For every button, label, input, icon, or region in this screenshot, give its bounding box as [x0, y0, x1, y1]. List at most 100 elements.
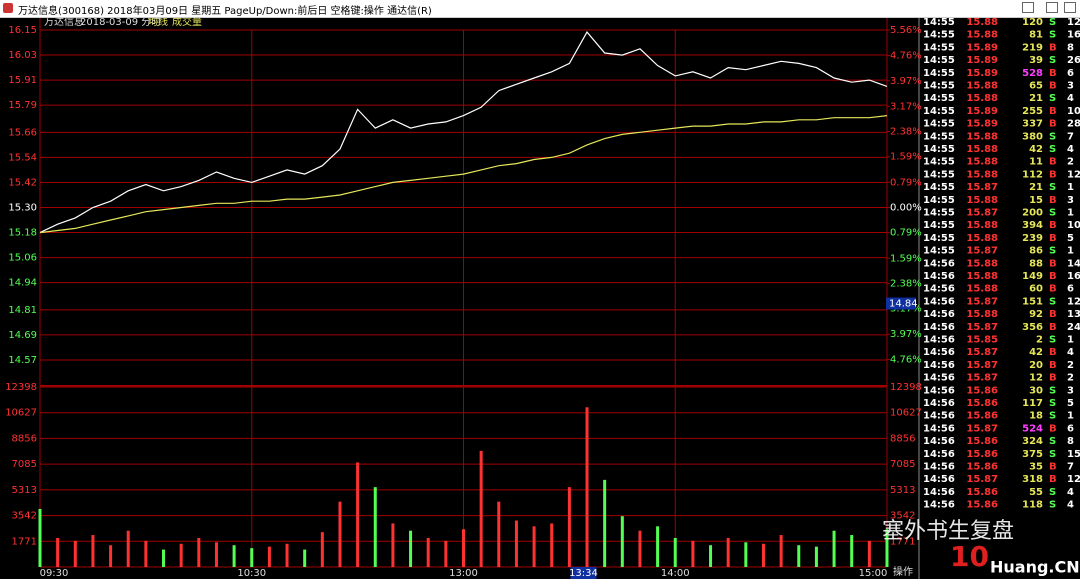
volume-tick-label: 1771 [890, 536, 915, 547]
trade-price: 15.88 [966, 271, 998, 282]
trade-count: 6 [1067, 423, 1074, 434]
trade-count: 15 [1067, 449, 1080, 460]
trade-count: 3 [1067, 385, 1074, 396]
y2-tick-label: 0.79% [890, 228, 922, 239]
volume-tick-label: 12398 [5, 382, 37, 393]
trade-time: 14:55 [923, 182, 955, 193]
y-tick-label: 15.79 [8, 100, 37, 111]
trade-side: S [1049, 131, 1056, 142]
trade-side: B [1049, 195, 1057, 206]
trade-side: B [1049, 81, 1057, 92]
trade-side: S [1049, 18, 1056, 28]
trade-count: 16 [1067, 271, 1080, 282]
trade-price: 15.89 [966, 68, 998, 79]
trade-count: 10 [1067, 220, 1080, 231]
trade-time: 14:55 [923, 233, 955, 244]
trade-side: S [1049, 182, 1056, 193]
trade-side: B [1049, 474, 1057, 485]
trade-price: 15.88 [966, 233, 998, 244]
trade-volume: 18 [1029, 411, 1043, 422]
trade-volume: 524 [1022, 423, 1043, 434]
volume-bar [285, 543, 289, 567]
trade-side: B [1049, 42, 1057, 53]
volume-bar [867, 540, 871, 567]
volume-bar [479, 450, 483, 567]
volume-bar [38, 508, 42, 567]
trade-side: B [1049, 157, 1057, 168]
volume-bar [303, 549, 307, 567]
trade-volume: 15 [1029, 195, 1043, 206]
toolbar-button[interactable]: 操作 [893, 565, 913, 578]
trade-volume: 30 [1029, 385, 1043, 396]
trade-price: 15.87 [966, 322, 998, 333]
trade-time: 14:56 [923, 449, 955, 460]
volume-bar [673, 537, 677, 567]
trade-side: S [1049, 30, 1056, 41]
trade-volume: 2 [1036, 335, 1043, 346]
trade-time: 14:56 [923, 284, 955, 295]
trade-count: 1 [1067, 208, 1074, 219]
window-title: 万达信息(300168) 2018年03月09日 星期五 PageUp/Down… [18, 6, 432, 17]
restore-button[interactable] [1022, 2, 1034, 13]
trade-price: 15.88 [966, 144, 998, 155]
trade-side: S [1049, 385, 1056, 396]
trade-price: 15.87 [966, 246, 998, 257]
trade-volume: 60 [1029, 284, 1043, 295]
volume-bar [162, 549, 166, 567]
trade-volume: 88 [1029, 258, 1043, 269]
volume-bar [761, 543, 765, 567]
trade-side: B [1049, 119, 1057, 130]
trade-count: 4 [1067, 347, 1074, 358]
trade-price: 15.87 [966, 296, 998, 307]
trade-time: 14:56 [923, 296, 955, 307]
x-tick-label: 09:30 [40, 568, 69, 579]
trade-side: B [1049, 462, 1057, 473]
trade-count: 4 [1067, 144, 1074, 155]
trade-side: S [1049, 93, 1056, 104]
trade-price: 15.88 [966, 309, 998, 320]
volume-bar [726, 537, 730, 567]
y2-tick-label: 5.56% [890, 25, 922, 36]
y2-tick-label: 1.59% [890, 152, 922, 163]
trade-count: 7 [1067, 131, 1074, 142]
trade-time: 14:56 [923, 474, 955, 485]
trade-volume: 375 [1022, 449, 1043, 460]
trade-side: B [1049, 360, 1057, 371]
volume-tick-label: 3542 [890, 511, 915, 522]
trade-count: 4 [1067, 487, 1074, 498]
volume-bar [197, 537, 201, 567]
trade-side: B [1049, 233, 1057, 244]
y-tick-label: 16.03 [8, 50, 37, 61]
volume-bar [126, 530, 130, 567]
trade-price: 15.86 [966, 436, 998, 447]
trade-price: 15.88 [966, 169, 998, 180]
volume-tick-label: 1771 [12, 536, 37, 547]
x-tick-label: 10:30 [237, 568, 266, 579]
y2-tick-label: 0.79% [890, 177, 922, 188]
trade-time: 14:55 [923, 220, 955, 231]
trade-time: 14:55 [923, 93, 955, 104]
minimize-button[interactable] [1046, 2, 1058, 13]
trade-volume: 86 [1029, 246, 1043, 257]
trade-side: S [1049, 335, 1056, 346]
trade-time: 14:55 [923, 68, 955, 79]
trade-side: B [1049, 322, 1057, 333]
y-tick-label: 15.18 [8, 228, 37, 239]
close-button[interactable] [1064, 2, 1076, 13]
trade-time: 14:55 [923, 195, 955, 206]
y-tick-label: 15.42 [8, 177, 37, 188]
y-tick-label: 16.15 [8, 25, 37, 36]
y2-tick-label: 3.17% [890, 101, 922, 112]
trade-volume: 21 [1029, 93, 1043, 104]
volume-tick-label: 10627 [890, 408, 922, 419]
trade-count: 5 [1067, 233, 1074, 244]
trade-price: 15.88 [966, 220, 998, 231]
trade-price: 15.87 [966, 474, 998, 485]
trade-price: 15.87 [966, 182, 998, 193]
trade-volume: 239 [1022, 233, 1043, 244]
chart: 万达信息 2018-03-09 分时 操作 均线 成交量16.1516.0315.… [0, 18, 1080, 579]
trade-time: 14:56 [923, 398, 955, 409]
trade-volume: 380 [1022, 131, 1043, 142]
trade-time: 14:56 [923, 500, 955, 511]
trade-price: 15.89 [966, 106, 998, 117]
